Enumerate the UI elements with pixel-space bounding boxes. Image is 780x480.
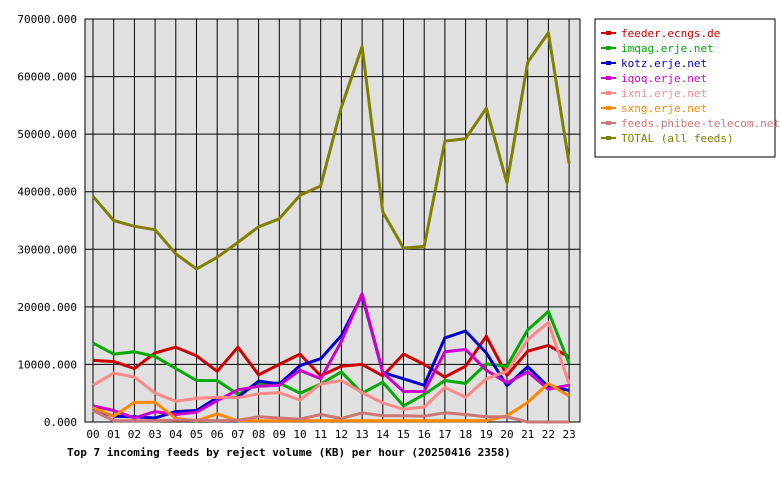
legend-items: feeder.ecngs.de imqag.erje.net kotz.erje.n… (601, 27, 780, 145)
y-tick-label: 20000.000 (17, 301, 77, 314)
y-tick-label: 70000.000 (17, 13, 77, 26)
legend-marker (606, 121, 611, 125)
legend-label: feeds.phibee-telecom.net (621, 117, 780, 130)
x-tick-label: 09 (273, 428, 286, 441)
x-tick-label: 23 (562, 428, 575, 441)
y-tick-label: 50000.000 (17, 128, 77, 141)
x-axis-ticks: 00 01 02 03 04 05 06 07 08 09 10 11 12 13 14 15 16 17 18 19… (86, 428, 575, 441)
series-line-0 (92, 334, 570, 379)
legend: feeder.ecngs.de imqag.erje.net kotz.erje.n… (594, 18, 780, 158)
series-line-5 (92, 381, 570, 423)
series-line-4 (92, 320, 571, 411)
x-tick-label: 11 (314, 428, 327, 441)
legend-label: iqoq.erje.net (621, 72, 707, 85)
x-tick-label: 03 (148, 428, 161, 441)
x-tick-label: 12 (335, 428, 348, 441)
legend-marker (606, 61, 611, 65)
y-tick-label: 0.000 (44, 416, 77, 429)
x-tick-label: 17 (438, 428, 451, 441)
x-tick-label: 05 (190, 428, 203, 441)
series-lines (91, 31, 571, 424)
y-tick-label: 10000.000 (17, 358, 77, 371)
legend-label: imqag.erje.net (621, 42, 714, 55)
legend-label: ixni.erje.net (621, 87, 707, 100)
y-tick-label: 30000.000 (17, 243, 77, 256)
legend-marker (606, 46, 611, 50)
legend-marker (606, 91, 611, 95)
x-tick-label: 08 (252, 428, 265, 441)
x-tick-label: 18 (459, 428, 472, 441)
y-tick-label: 60000.000 (17, 71, 77, 84)
x-tick-label: 10 (293, 428, 306, 441)
x-tick-label: 02 (128, 428, 141, 441)
plot-area (84, 18, 581, 423)
x-tick-label: 07 (231, 428, 244, 441)
legend-marker (606, 76, 611, 80)
series-line-6 (92, 409, 570, 424)
legend-label: kotz.erje.net (621, 57, 707, 70)
legend-marker (606, 136, 611, 140)
legend-label: TOTAL (all feeds) (621, 132, 734, 145)
x-tick-label: 14 (376, 428, 390, 441)
legend-label: sxng.erje.net (621, 102, 707, 115)
x-tick-label: 04 (169, 428, 183, 441)
y-tick-label: 40000.000 (17, 186, 77, 199)
legend-box (594, 18, 776, 158)
series-line-1 (92, 310, 571, 408)
chart-title: Top 7 incoming feeds by reject volume (K… (67, 446, 511, 459)
x-tick-label: 21 (521, 428, 534, 441)
x-tick-label: 22 (542, 428, 555, 441)
x-tick-label: 01 (107, 428, 120, 441)
x-tick-label: 06 (211, 428, 224, 441)
legend-marker (606, 31, 611, 35)
series-line-7 (91, 31, 571, 271)
y-axis-ticks: 0.000 10000.000 20000.000 30000.000 40000.00… (17, 13, 77, 429)
legend-marker (606, 106, 611, 110)
x-tick-label: 00 (86, 428, 99, 441)
x-tick-label: 16 (418, 428, 431, 441)
x-tick-label: 13 (355, 428, 368, 441)
x-tick-label: 15 (397, 428, 410, 441)
x-tick-label: 19 (480, 428, 493, 441)
x-tick-label: 20 (500, 428, 513, 441)
legend-label: feeder.ecngs.de (621, 27, 720, 40)
